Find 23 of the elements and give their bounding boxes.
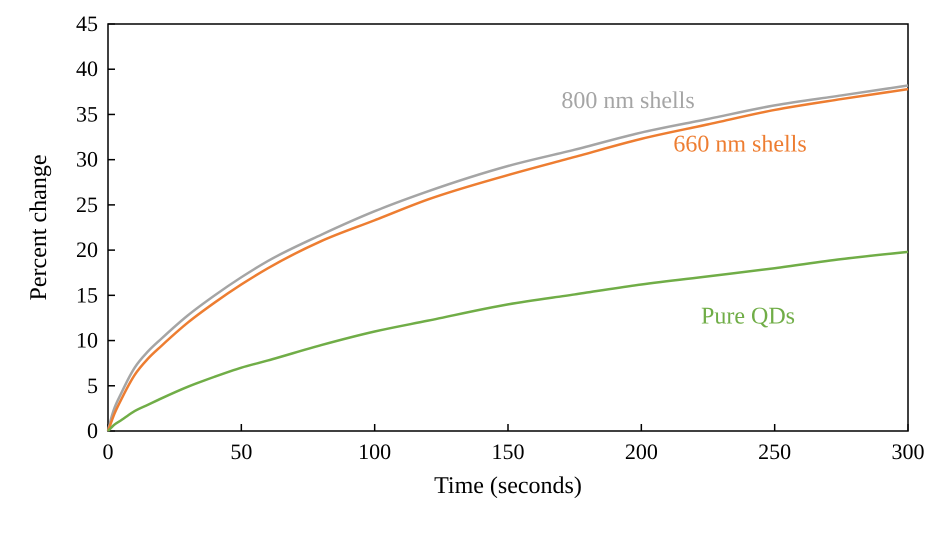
x-tick-label: 300 bbox=[892, 439, 924, 464]
y-axis-title: Percent change bbox=[26, 154, 52, 300]
x-tick-label: 200 bbox=[624, 439, 658, 464]
y-tick-label: 15 bbox=[76, 282, 98, 308]
series-label: Pure QDs bbox=[701, 303, 795, 330]
y-tick-label: 25 bbox=[76, 192, 98, 217]
x-tick-label: 50 bbox=[230, 439, 252, 464]
y-tick-label: 35 bbox=[76, 101, 98, 126]
y-tick-label: 5 bbox=[87, 372, 98, 398]
x-axis-title: Time (seconds) bbox=[434, 473, 582, 499]
y-tick-label: 30 bbox=[76, 146, 98, 172]
y-tick-label: 0 bbox=[87, 418, 98, 443]
x-tick-label: 250 bbox=[758, 439, 792, 464]
y-tick-label: 40 bbox=[76, 56, 98, 82]
line-series bbox=[106, 250, 910, 432]
series-label: 800 nm shells bbox=[561, 88, 695, 114]
y-tick-label: 10 bbox=[76, 328, 98, 353]
x-tick-label: 150 bbox=[492, 439, 524, 464]
x-tick-label: 100 bbox=[358, 439, 392, 464]
y-tick-label: 45 bbox=[76, 11, 98, 36]
y-tick-label: 20 bbox=[76, 237, 98, 262]
series-label: 660 nm shells bbox=[673, 131, 807, 158]
x-tick-label: 0 bbox=[102, 439, 114, 464]
